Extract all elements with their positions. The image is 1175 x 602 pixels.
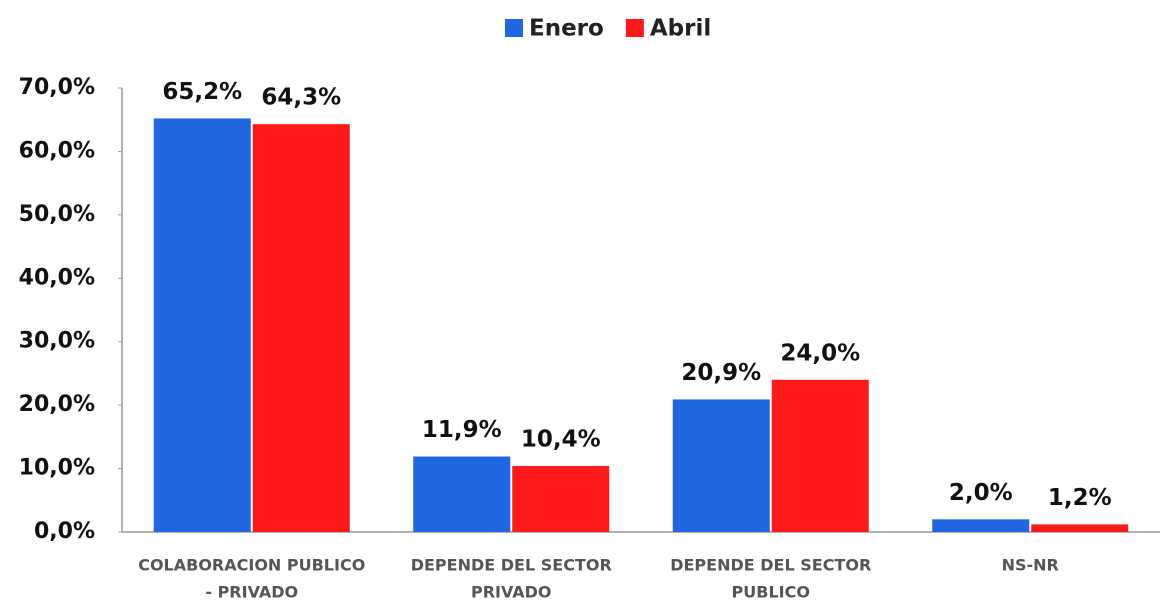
y-tick-label: 10,0%	[19, 456, 95, 481]
value-label: 65,2%	[162, 79, 242, 105]
x-tick-label: PUBLICO	[732, 583, 810, 602]
value-label: 11,9%	[422, 417, 502, 443]
y-tick-label: 60,0%	[19, 138, 95, 163]
x-tick-label: - PRIVADO	[205, 583, 298, 602]
x-tick-label: NS-NR	[1002, 556, 1059, 575]
y-tick-label: 0,0%	[34, 519, 95, 544]
legend-label: Abril	[650, 16, 711, 42]
y-tick-label: 40,0%	[19, 265, 95, 290]
x-tick-label: COLABORACION PUBLICO	[138, 556, 365, 575]
value-label: 24,0%	[780, 340, 860, 366]
legend-swatch	[625, 19, 644, 37]
bar	[932, 519, 1030, 532]
legend-label: Enero	[529, 16, 604, 42]
bar	[771, 379, 869, 532]
value-label: 10,4%	[521, 427, 601, 453]
value-label: 1,2%	[1048, 485, 1112, 511]
bar	[252, 124, 350, 532]
y-tick-label: 20,0%	[19, 392, 95, 417]
x-tick-label: DEPENDE DEL SECTOR	[411, 556, 612, 575]
bar	[413, 456, 511, 532]
bar	[672, 399, 770, 532]
value-label: 64,3%	[261, 85, 341, 111]
bar	[153, 118, 251, 533]
x-tick-label: PRIVADO	[471, 583, 552, 602]
y-tick-label: 70,0%	[19, 75, 95, 100]
bar	[512, 466, 610, 532]
x-tick-label: DEPENDE DEL SECTOR	[670, 556, 871, 575]
legend-swatch	[505, 19, 523, 37]
y-tick-label: 50,0%	[19, 202, 95, 227]
y-tick-label: 30,0%	[19, 329, 95, 354]
bar	[1031, 524, 1129, 532]
value-label: 2,0%	[949, 480, 1013, 506]
value-label: 20,9%	[681, 360, 761, 386]
